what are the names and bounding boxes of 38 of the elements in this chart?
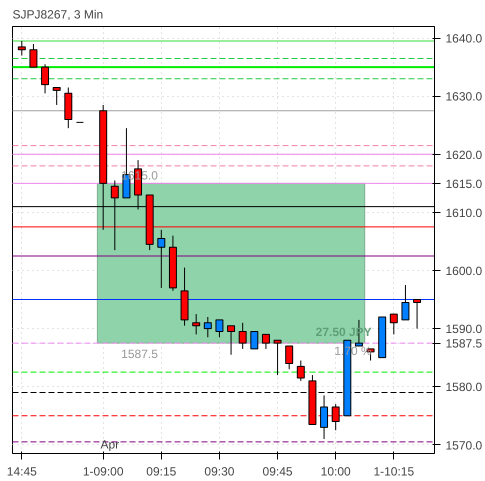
y-tick-label: 1610.0 [446, 206, 483, 220]
x-tick-label: 1-09:00 [82, 464, 124, 478]
candlestick [29, 43, 38, 68]
y-tick-label: 1600.0 [446, 264, 483, 278]
y-tick-label: 1630.0 [446, 90, 483, 104]
candlestick [390, 314, 398, 335]
candlestick [285, 346, 294, 370]
candlestick [157, 229, 166, 288]
candlestick [227, 325, 236, 356]
candlestick [274, 340, 282, 376]
y-tick-label: 1580.0 [446, 380, 483, 394]
x-tick-label: 09:15 [146, 464, 177, 478]
candlestick [215, 319, 224, 338]
x-tick-label: 1-10:15 [373, 464, 414, 478]
x-tick-label: 10:00 [320, 464, 352, 478]
candlestick [250, 331, 258, 350]
x-tick-label: 09:30 [204, 464, 235, 478]
x-tick-label: 14:45 [6, 464, 38, 478]
candlestick [413, 299, 422, 330]
candlestick [401, 284, 410, 320]
candlestick [18, 40, 26, 56]
chart-title: SJPJ8267, 3 Min [12, 8, 104, 22]
y-tick-label: 1590.0 [446, 322, 483, 336]
annotation: 1587.5 [121, 347, 158, 362]
y-tick-label: 1587.5 [446, 336, 483, 351]
candlestick [52, 87, 61, 106]
y-tick-label: 1570.0 [446, 438, 483, 452]
candlestick [320, 394, 328, 440]
candlestick [296, 360, 305, 382]
candlestick [41, 64, 50, 94]
y-tick-label: 1620.0 [446, 148, 483, 162]
y-tick-label: 1640.0 [446, 32, 483, 46]
x-tick-label: 09:45 [262, 464, 293, 478]
candlestick [204, 316, 212, 338]
candlestick [238, 322, 247, 350]
y-tick-label: 1615.0 [446, 176, 483, 191]
candlestick [262, 334, 270, 350]
candlestick [192, 314, 200, 335]
